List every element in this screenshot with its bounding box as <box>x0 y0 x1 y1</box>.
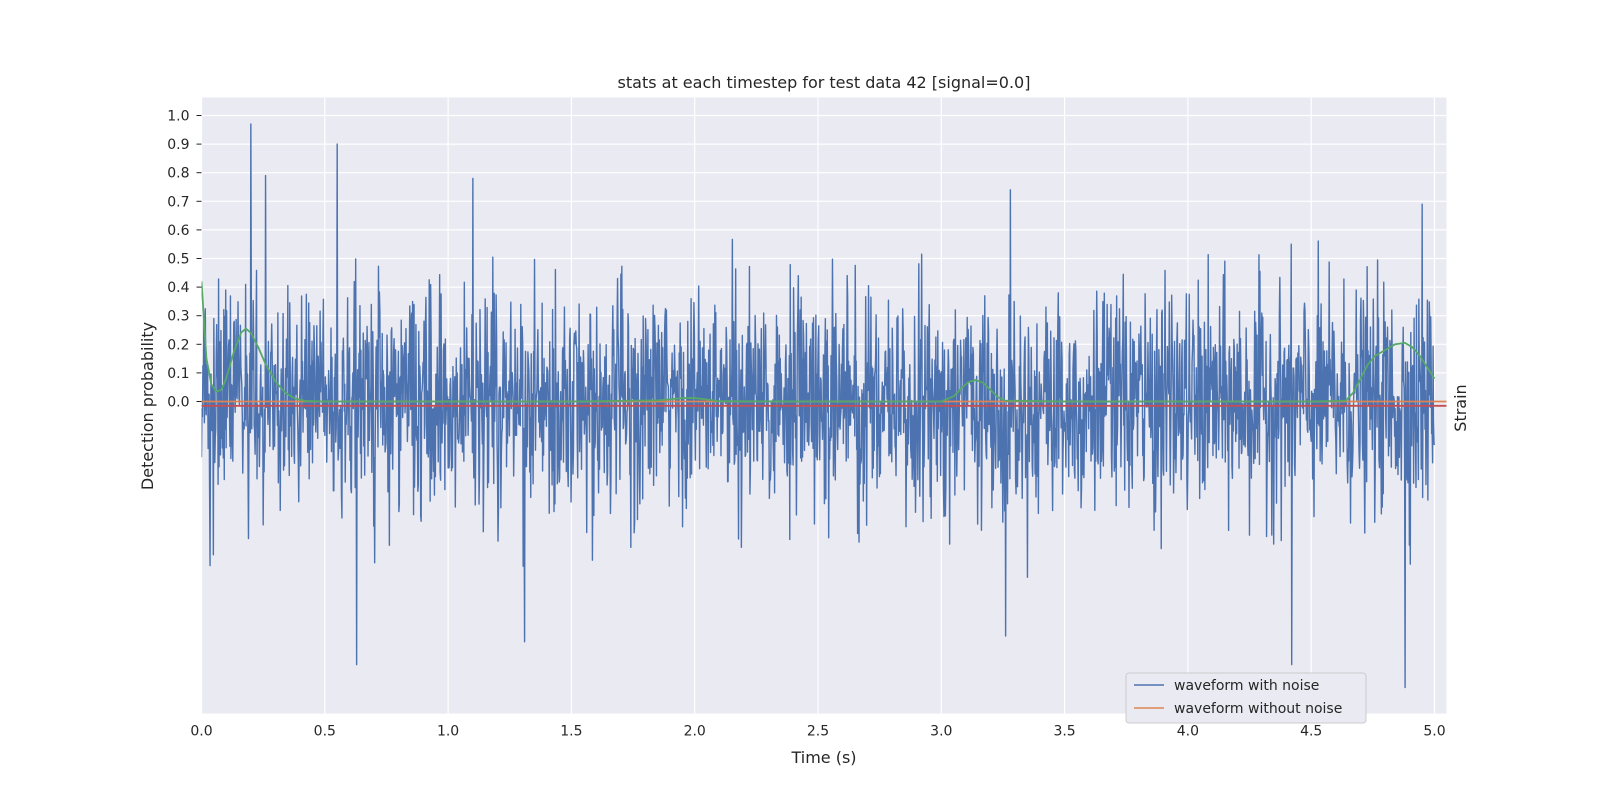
chart-title: stats at each timestep for test data 42 … <box>618 73 1031 92</box>
x-tick-label: 4.5 <box>1300 724 1322 740</box>
y-tick-label: 0.3 <box>167 309 189 325</box>
x-tick-label: 1.5 <box>560 724 582 740</box>
y-tick-label: 0.8 <box>167 166 189 182</box>
legend-label-clean: waveform without noise <box>1174 701 1342 717</box>
y-tick-label: 0.1 <box>167 366 189 382</box>
y-tick-label: 0.7 <box>167 194 189 210</box>
tick-layer: 0.0 0.5 1.0 1.5 2.0 2.5 3.0 3.5 4.0 4.5 5.0 0.0 0.1 0… <box>167 109 1445 740</box>
y-tick-label: 0.2 <box>167 337 189 353</box>
legend-box <box>1125 672 1367 724</box>
x-tick-label: 5.0 <box>1423 724 1445 740</box>
x-tick-label: 2.5 <box>807 724 829 740</box>
y-tick-label: 1.0 <box>167 109 189 125</box>
x-tick-label: 3.0 <box>930 724 952 740</box>
x-tick-label: 2.0 <box>684 724 706 740</box>
x-axis-title: Time (s) <box>790 748 856 767</box>
x-tick-label: 1.0 <box>437 724 459 740</box>
x-tick-label: 4.0 <box>1177 724 1199 740</box>
series-line-waveform-with-noise <box>201 123 1436 689</box>
y-axis-right-title: Strain <box>1451 384 1470 431</box>
y-axis-title: Detection probability <box>138 322 157 490</box>
series-layer <box>201 123 1447 689</box>
series-line-detection-probability <box>201 281 1436 403</box>
y-tick-label: 0.9 <box>167 137 189 153</box>
legend: waveform with noise waveform without noi… <box>1125 672 1367 724</box>
y-tick-label: 0.6 <box>167 223 189 239</box>
y-tick-label: 0.4 <box>167 280 189 296</box>
x-tick-label: 3.5 <box>1053 724 1075 740</box>
x-tick-label: 0.5 <box>314 724 336 740</box>
y-tick-label: 0.0 <box>167 395 189 411</box>
x-tick-label: 0.0 <box>190 724 212 740</box>
legend-label-noise: waveform with noise <box>1174 678 1319 694</box>
y-tick-label: 0.5 <box>167 252 189 268</box>
